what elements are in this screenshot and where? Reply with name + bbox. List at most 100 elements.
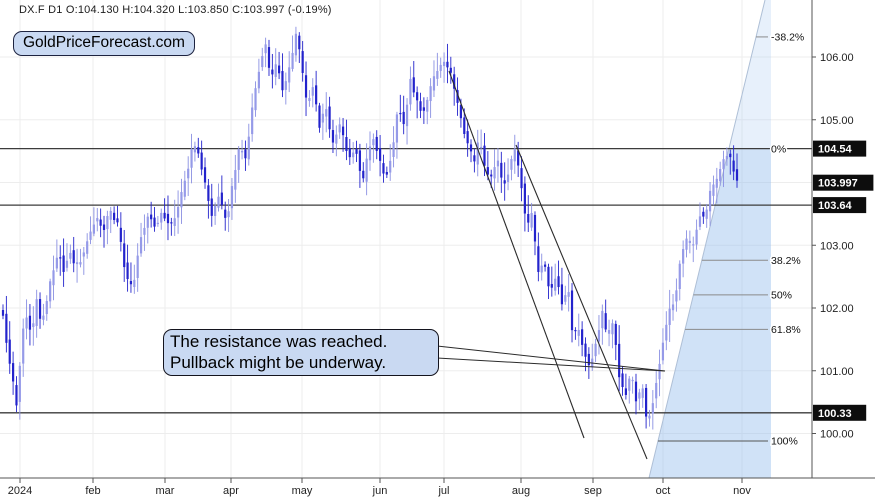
- time-axis[interactable]: 2024 feb mar apr may jun jul aug sep oct nov: [8, 478, 752, 497]
- price-badge-support: [813, 197, 867, 214]
- candle: [719, 161, 722, 186]
- price-badges[interactable]: 104.54 103.997 103.64 100.33: [813, 140, 874, 421]
- candle: [331, 119, 335, 153]
- candle: [651, 390, 654, 430]
- candle: [422, 97, 425, 124]
- candle: [358, 143, 362, 188]
- candle: [682, 240, 685, 278]
- y-axis-label: 101.00: [820, 366, 854, 378]
- candle: [254, 81, 257, 117]
- candle: [399, 94, 402, 122]
- candle: [355, 140, 358, 163]
- candle: [735, 153, 739, 188]
- candle: [193, 141, 197, 162]
- candle: [503, 162, 506, 201]
- fib-levels: [657, 36, 768, 442]
- price-badge-last-price: [813, 174, 874, 191]
- candle: [614, 320, 617, 361]
- x-axis-label: jul: [437, 485, 449, 497]
- candle: [402, 95, 405, 135]
- candle: [644, 384, 648, 429]
- candle: [79, 248, 82, 268]
- candle: [698, 202, 702, 231]
- candle: [469, 139, 473, 163]
- candle: [607, 319, 611, 347]
- candle: [389, 144, 392, 181]
- candle: [244, 140, 247, 171]
- candle: [523, 176, 526, 232]
- y-axis-label: 103.00: [820, 240, 854, 252]
- candle: [412, 61, 415, 98]
- projection-band: [648, 0, 771, 479]
- candle: [173, 199, 176, 237]
- price-badge-label: 100.33: [818, 408, 852, 420]
- candle: [466, 119, 469, 157]
- x-axis-label: aug: [512, 485, 530, 497]
- y-axis-label: 102.00: [820, 303, 854, 315]
- candle: [96, 208, 99, 232]
- candle: [15, 376, 18, 413]
- candle: [190, 133, 193, 184]
- candle: [143, 214, 146, 251]
- price-badge-support: [813, 404, 867, 421]
- trendlines: [448, 70, 648, 460]
- candle: [729, 149, 732, 175]
- y-axis-label: 100.00: [820, 429, 854, 441]
- candle: [348, 138, 351, 166]
- candle: [240, 139, 244, 160]
- candle: [678, 260, 681, 301]
- candle: [365, 143, 368, 196]
- candle: [543, 261, 547, 272]
- candle: [247, 123, 250, 166]
- candle: [560, 267, 564, 311]
- candle: [136, 243, 139, 292]
- candle: [352, 142, 355, 164]
- candle: [379, 135, 382, 177]
- candle: [52, 255, 55, 301]
- candle: [311, 78, 314, 108]
- x-axis-label: 2024: [8, 485, 32, 497]
- candle: [618, 325, 621, 392]
- candle: [129, 262, 133, 293]
- candle: [345, 119, 348, 161]
- candle: [577, 313, 580, 347]
- candle: [62, 238, 65, 287]
- candle: [480, 129, 483, 155]
- candle: [166, 195, 170, 241]
- candle: [540, 253, 543, 281]
- candle: [49, 278, 52, 309]
- candle: [207, 178, 210, 219]
- x-axis-label: may: [292, 485, 313, 497]
- candle: [294, 26, 298, 62]
- candle: [661, 328, 665, 365]
- candle: [106, 210, 109, 245]
- candle: [395, 111, 399, 159]
- fib-label: 50%: [771, 290, 792, 302]
- candle: [715, 167, 718, 204]
- candle: [634, 373, 638, 415]
- candle: [224, 201, 227, 231]
- candle: [325, 92, 328, 133]
- candle: [187, 156, 190, 196]
- candle: [368, 131, 372, 171]
- candle: [513, 134, 516, 174]
- candle: [597, 315, 601, 355]
- candle: [301, 41, 304, 82]
- candle: [264, 37, 267, 68]
- candle: [28, 304, 32, 346]
- candle: [530, 202, 533, 231]
- candle: [732, 145, 735, 181]
- candle: [547, 263, 550, 300]
- candle: [557, 260, 560, 295]
- price-axis[interactable]: 106.00 105.00 103.00 102.00 101.00 100.00: [812, 52, 854, 441]
- candle: [89, 216, 92, 245]
- support-resistance-lines: [0, 147, 812, 414]
- candle: [257, 58, 260, 94]
- candle: [227, 198, 230, 233]
- candle: [274, 48, 277, 86]
- annotation-line-1: The resistance was reached.: [170, 332, 388, 351]
- candle: [432, 60, 436, 98]
- candle: [42, 303, 45, 326]
- candle: [695, 219, 698, 250]
